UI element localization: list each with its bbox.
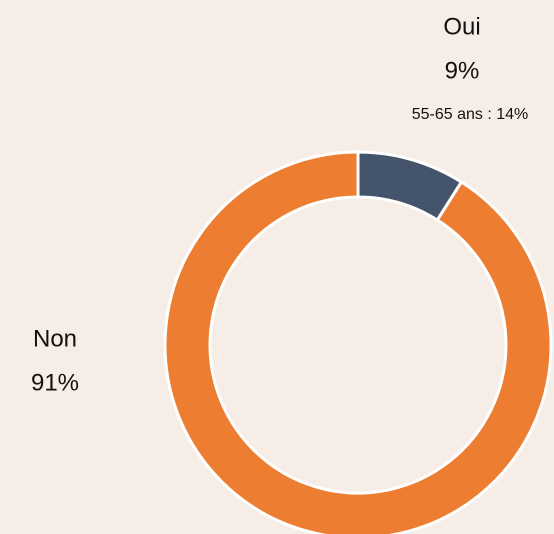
donut-slice — [163, 150, 553, 534]
annotation: 55-65 ans : 14% — [412, 106, 529, 123]
slice-value-label: 9% — [445, 57, 480, 84]
slice-label: Oui — [443, 13, 480, 40]
slice-label: Non — [33, 325, 77, 352]
slice-value-label: 91% — [31, 369, 79, 396]
